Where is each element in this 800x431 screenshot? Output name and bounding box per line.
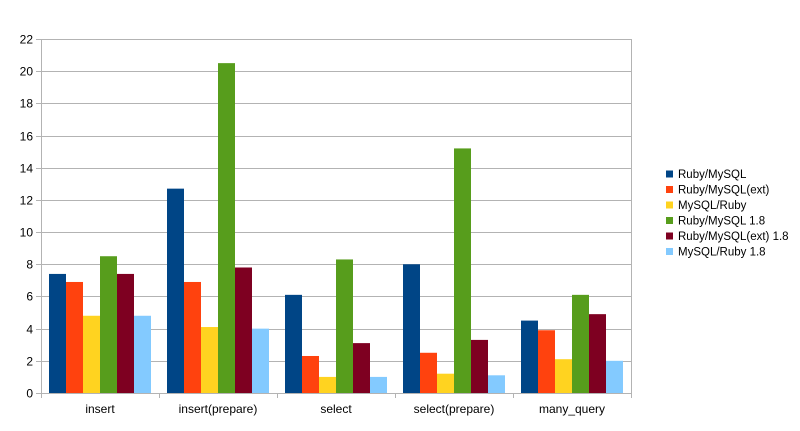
bar [66, 281, 83, 393]
bar [201, 327, 218, 393]
bar [49, 273, 66, 393]
y-tick-label: 18 [20, 97, 34, 111]
y-tick-label: 4 [26, 323, 33, 337]
bar [83, 315, 100, 393]
y-tick-label: 10 [20, 226, 34, 240]
bar [538, 330, 555, 393]
legend-label: MySQL/Ruby 1.8 [678, 247, 766, 259]
bar [353, 343, 370, 393]
bar [403, 264, 420, 393]
bar [100, 256, 117, 393]
legend: Ruby/MySQL Ruby/MySQL(ext) MySQL/Ruby Ruby/… [666, 169, 789, 259]
bar [302, 355, 319, 393]
x-tick-label: many_query [539, 402, 605, 416]
bar [319, 376, 336, 393]
bar [420, 352, 437, 393]
bar [521, 320, 538, 393]
bar [589, 314, 606, 393]
legend-label: Ruby/MySQL 1.8 [678, 216, 765, 228]
bars [49, 63, 623, 394]
legend-swatch [666, 217, 673, 224]
y-tick-label: 0 [26, 387, 33, 401]
bar [218, 63, 235, 394]
bar [285, 294, 302, 393]
bar [454, 148, 471, 393]
bar [117, 273, 134, 393]
x-tick-label: select [320, 402, 352, 416]
legend-swatch [666, 186, 673, 193]
x-tick-label: insert [85, 402, 115, 416]
y-tick-label: 16 [20, 130, 34, 144]
bar [235, 267, 252, 393]
y-tick-label: 2 [26, 355, 33, 369]
y-tick-label: 6 [26, 290, 33, 304]
legend-swatch [666, 232, 673, 240]
y-tick-label: 12 [20, 194, 34, 208]
bar [555, 359, 572, 393]
bar [167, 188, 184, 393]
bar [184, 281, 201, 393]
legend-label: Ruby/MySQL [678, 169, 747, 181]
bar [471, 339, 488, 393]
legend-swatch [666, 248, 673, 255]
x-tick-label: select(prepare) [414, 402, 495, 416]
y-tick-label: 14 [20, 162, 34, 176]
x-tick-label: insert(prepare) [179, 402, 258, 416]
bar [572, 294, 589, 393]
bar [488, 375, 505, 393]
bar [134, 315, 151, 393]
legend-swatch [666, 201, 673, 209]
bar [437, 373, 454, 393]
legend-label: MySQL/Ruby [678, 200, 747, 212]
bar [606, 360, 623, 393]
y-tick-label: 8 [26, 258, 33, 272]
bar [336, 259, 353, 393]
legend-swatch [666, 170, 673, 178]
legend-label: Ruby/MySQL(ext) 1.8 [678, 231, 789, 243]
bar [370, 376, 387, 393]
y-tick-label: 22 [20, 33, 34, 47]
bar [252, 328, 269, 393]
legend-label: Ruby/MySQL(ext) [678, 185, 770, 197]
axes: 0 2 4 6 8 10 12 14 16 18 20 22 insert insert(prepare)… [20, 33, 632, 416]
y-tick-label: 20 [20, 65, 34, 79]
